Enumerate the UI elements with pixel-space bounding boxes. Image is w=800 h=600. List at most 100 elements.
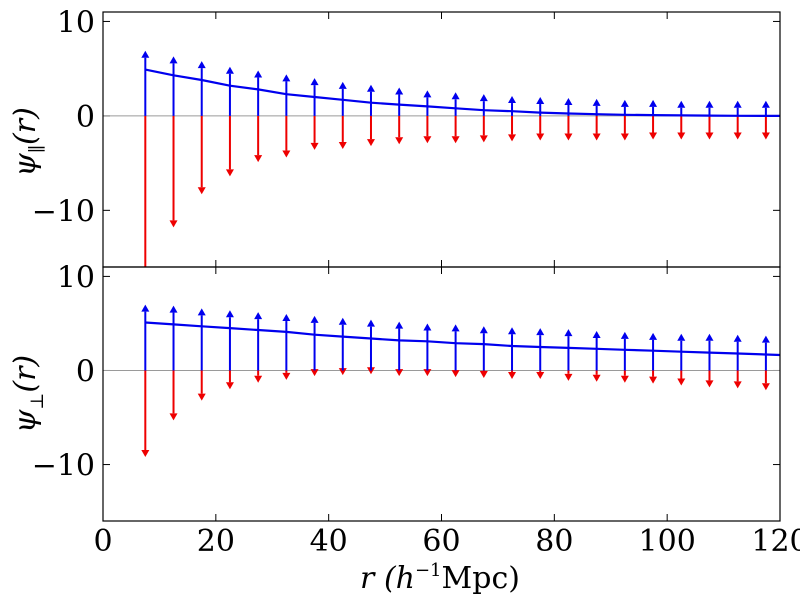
blue-arrow-head [366,319,375,327]
y-tick-label: 0 [76,100,95,135]
red-arrow-head [479,371,488,379]
red-arrow-head [508,371,517,379]
red-arrow-head [705,380,714,388]
blue-arrow-head [141,304,150,312]
bottom-panel-ytick-labels: 10 0 −10 [32,260,95,483]
blue-arrow-head [254,312,263,320]
x-tick-label: 120 [751,524,800,559]
red-arrow-head [197,187,206,195]
blue-arrow-head [620,331,629,339]
blue-arrow-head [197,61,206,69]
red-arrow-head [649,376,658,384]
blue-arrow-head [310,315,319,323]
blue-arrow-head [677,333,686,341]
x-tick-label: 100 [639,524,696,559]
red-arrow-head [254,155,263,163]
bottom-panel-curve [145,321,781,357]
red-arrow-head [620,133,629,141]
blue-arrow-head [197,308,206,316]
y-tick-label: 10 [57,5,95,40]
bottom-panel-arrows [141,304,770,458]
red-arrow-head [649,132,658,140]
blue-arrow-head [225,66,234,74]
blue-arrow-head [254,70,263,78]
top-panel-ticks [102,12,781,267]
red-arrow-head [761,132,770,140]
top-panel-curve [145,68,781,117]
top-panel-arrows [141,50,770,267]
blue-arrow-head [395,321,404,329]
x-tick-label: 40 [310,524,348,559]
red-arrow-head [423,136,432,144]
y-tick-label: −10 [32,449,95,484]
blue-arrow-head [169,56,178,64]
red-arrow-head [564,133,573,141]
red-arrow-head [169,413,178,421]
red-arrow-head [761,383,770,391]
blue-arrow-head [536,97,545,104]
blue-arrow-head [508,96,517,104]
top-panel-frame [102,11,781,268]
blue-arrow-head [451,92,460,100]
blue-arrow-head [733,100,742,108]
red-arrow-head [395,137,404,145]
red-arrow-head [338,141,347,149]
x-axis-label: r (h−1Mpc) [360,560,520,596]
red-arrow-head [536,371,545,379]
blue-arrow-head [733,334,742,342]
blue-arrow-head [564,329,573,337]
top-panel-ylabel: ψ∥(r) [8,107,48,177]
top-panel-psi-parallel: 10 0 −10 ψ∥(r) [8,5,781,268]
red-arrow-head [338,368,347,376]
y-tick-label: −10 [32,194,95,229]
bottom-panel-psi-perp: 10 0 −10 ψ⊥(r) [8,260,781,522]
blue-arrow-head [536,328,545,336]
y-tick-label: 0 [76,354,95,389]
red-arrow-head [508,134,517,142]
blue-arrow-head [649,332,658,340]
blue-arrow-head [141,50,150,58]
blue-arrow-head [423,90,432,98]
blue-arrow-head [366,84,375,92]
red-arrow-head [620,375,629,383]
red-arrow-head [366,139,375,147]
blue-arrow-head [451,324,460,332]
red-arrow-head [479,135,488,143]
blue-arrow-head [705,100,714,108]
red-arrow-head [451,370,460,378]
bottom-panel-frame [102,266,781,522]
x-tick-label: 0 [93,524,112,559]
blue-arrow-head [225,310,234,318]
blue-arrow-head [310,78,319,86]
blue-arrow-head [282,74,291,82]
red-arrow-head [254,375,263,383]
blue-arrow-head [677,100,686,108]
red-arrow-head [225,169,234,177]
red-arrow-head [592,133,601,141]
bottom-panel-ylabel: ψ⊥(r) [8,355,48,433]
red-arrow-head [564,373,573,381]
red-arrow-head [705,132,714,140]
red-arrow-head [733,132,742,140]
x-tick-label: 80 [535,524,573,559]
red-arrow-head [423,369,432,377]
red-arrow-head [677,378,686,386]
red-arrow-head [733,381,742,389]
red-arrow-head [310,369,319,377]
x-tick-labels: 0 20 40 60 80 100 120 [93,524,800,559]
blue-arrow-head [282,314,291,322]
blue-arrow-head [761,335,770,343]
blue-arrow-head [620,99,629,107]
red-arrow-head [451,136,460,144]
blue-arrow-head [479,326,488,334]
red-arrow-head [282,150,291,158]
blue-arrow-head [423,323,432,331]
blue-arrow-head [761,100,770,108]
red-arrow-head [536,133,545,141]
x-tick-label: 60 [422,524,460,559]
blue-arrow-head [479,94,488,102]
red-arrow-head [592,374,601,382]
red-arrow-head [395,369,404,377]
blue-arrow-head [169,305,178,313]
